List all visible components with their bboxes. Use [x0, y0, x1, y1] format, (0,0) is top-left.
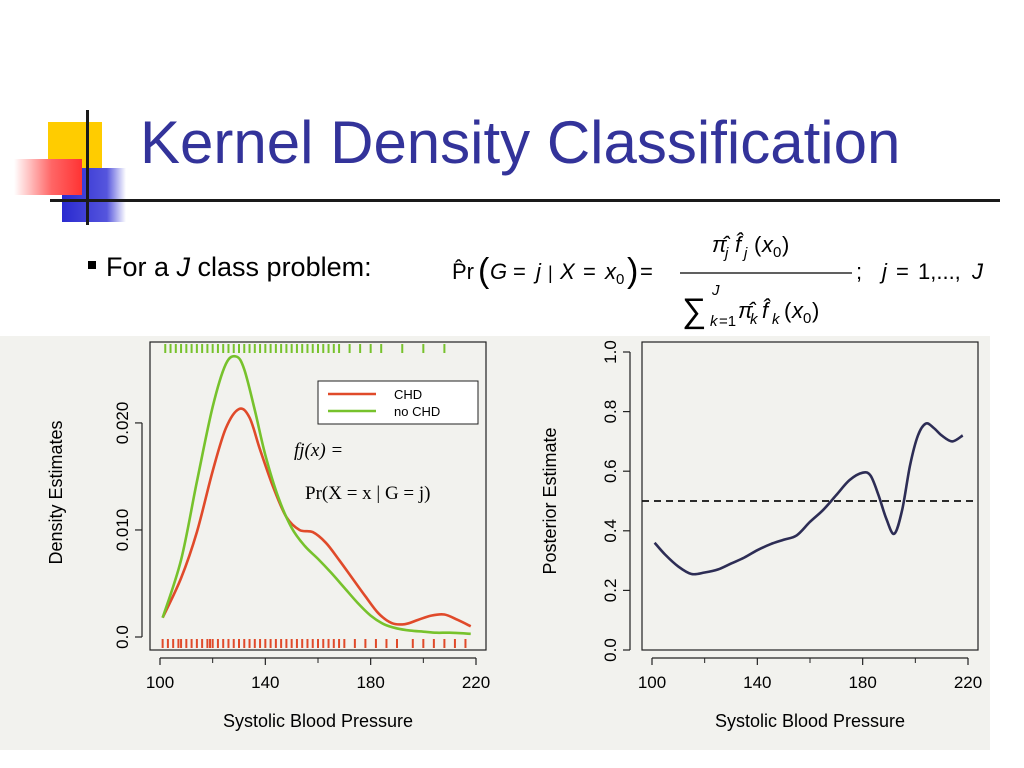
posterior-chart: 100 140 180 220 Systolic Blood Pressure 0.0 0.…: [540, 340, 982, 731]
bullet-item: For a J class problem:: [88, 252, 372, 283]
svg-text:G: G: [490, 259, 507, 284]
svg-text:P̂r: P̂r: [452, 259, 474, 284]
svg-text:0: 0: [616, 271, 624, 288]
posterior-formula: P̂r ( G = j | X = x 0 ) = π̂ j f̂ j ( x …: [452, 232, 984, 330]
svg-text:0: 0: [773, 244, 781, 261]
y-tick-label: 0.0: [113, 625, 132, 649]
x-tick-label: 100: [146, 673, 174, 692]
svg-text:j: j: [533, 259, 542, 284]
y-tick-label: 0.2: [601, 579, 620, 603]
y-tick-label: 0.0: [601, 638, 620, 662]
plot-frame: [641, 341, 979, 651]
svg-text:1,...,: 1,...,: [918, 259, 961, 284]
bullet-suffix: class problem:: [190, 252, 372, 282]
x-axis-label: Systolic Blood Pressure: [715, 711, 905, 731]
svg-text:(: (: [754, 232, 762, 257]
bullet-prefix: For a: [106, 252, 177, 282]
svg-text:|: |: [548, 263, 553, 283]
svg-text:(: (: [784, 298, 792, 323]
legend: CHD no CHD: [317, 380, 479, 425]
x-tick-label: 180: [356, 673, 384, 692]
svg-text:=: =: [513, 259, 526, 284]
svg-text:x: x: [791, 298, 804, 323]
svg-text:f̂: f̂: [735, 232, 744, 257]
series-line-no-chd: [161, 354, 471, 636]
x-tick-label: 140: [251, 673, 279, 692]
slide-title: Kernel Density Classification: [140, 109, 901, 176]
x-tick-label: 220: [462, 673, 490, 692]
svg-text:=1: =1: [719, 313, 736, 330]
svg-text:X: X: [559, 259, 576, 284]
x-tick-label: 220: [954, 673, 982, 692]
svg-text:(: (: [478, 252, 490, 290]
series-line-chd: [161, 407, 472, 628]
svg-text:k: k: [772, 311, 781, 328]
y-tick-label: 0.010: [113, 509, 132, 552]
annotation-line-1: fj(x) =: [294, 440, 343, 461]
svg-text:k: k: [710, 313, 719, 330]
bullet-variable: J: [176, 252, 191, 282]
svg-text:=: =: [583, 259, 596, 284]
svg-text:): ): [812, 298, 819, 323]
svg-text:j: j: [879, 259, 888, 284]
x-tick-label: 100: [638, 673, 666, 692]
svg-text:x: x: [604, 259, 617, 284]
y-tick-label: 0.4: [601, 519, 620, 543]
x-tick-label: 140: [743, 673, 771, 692]
figure-panel: [0, 336, 990, 750]
title-underline: [50, 199, 1000, 202]
x-axis-label: Systolic Blood Pressure: [223, 711, 413, 731]
svg-text:π̂: π̂: [712, 232, 731, 257]
series-line-posterior: [653, 421, 964, 576]
deco-vertical-rule: [86, 110, 89, 225]
legend-label-chd: CHD: [394, 387, 422, 402]
y-tick-label: 0.8: [601, 400, 620, 424]
density-chart: 100 140 180 220 Systolic Blood Pressure 0.0 0.…: [46, 341, 490, 731]
svg-text:∑: ∑: [682, 292, 706, 330]
y-axis-label: Posterior Estimate: [540, 427, 560, 574]
svg-text:0: 0: [803, 310, 811, 327]
svg-text:): ): [627, 252, 638, 290]
svg-text:J: J: [971, 259, 984, 284]
svg-text:k: k: [750, 311, 759, 328]
svg-text:j: j: [742, 245, 748, 262]
svg-text:x: x: [761, 232, 774, 257]
svg-text:;: ;: [856, 259, 862, 284]
svg-text:J: J: [711, 282, 720, 299]
svg-text:): ): [782, 232, 789, 257]
svg-text:j: j: [723, 245, 729, 262]
y-tick-label: 0.6: [601, 459, 620, 483]
deco-red-square: [14, 159, 82, 195]
svg-text:π̂: π̂: [738, 298, 757, 323]
x-tick-label: 180: [848, 673, 876, 692]
y-axis-label: Density Estimates: [46, 420, 66, 564]
bullet-marker-icon: [88, 260, 96, 269]
annotation-line-2: Pr(X = x | G = j): [305, 483, 431, 504]
svg-text:f̂: f̂: [762, 298, 771, 323]
plot-frame: [149, 341, 487, 651]
y-tick-label: 1.0: [601, 340, 620, 364]
legend-label-no-chd: no CHD: [394, 404, 440, 419]
y-tick-label: 0.020: [113, 402, 132, 445]
svg-text:=: =: [896, 259, 909, 284]
svg-text:=: =: [640, 259, 653, 284]
